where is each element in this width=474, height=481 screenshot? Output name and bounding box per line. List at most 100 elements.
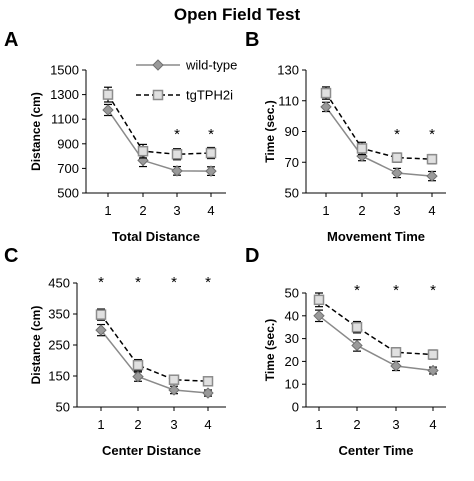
y-axis-title: Time (sec.): [263, 100, 277, 162]
panel-letter: B: [245, 29, 259, 51]
x-tick-label: 2: [358, 203, 365, 218]
significance-star: *: [208, 126, 214, 143]
significance-star: *: [354, 282, 360, 299]
data-point-diamond: [95, 324, 107, 336]
x-tick-label: 4: [429, 417, 436, 432]
significance-star: *: [171, 274, 177, 291]
data-point-diamond: [320, 101, 332, 113]
panel-d: D 0 10 20 30 40 50 1 2 3 4 Center Time Time (sec.) * *…: [245, 245, 446, 458]
series-line: [318, 315, 434, 372]
legend-label: tgTPH2i: [186, 88, 233, 103]
significance-star: *: [205, 274, 211, 291]
data-point-diamond: [313, 310, 325, 322]
x-tick-label: 3: [392, 417, 399, 432]
x-tick-label: 1: [315, 417, 322, 432]
y-tick-label: 50: [56, 400, 70, 415]
x-tick-label: 1: [97, 417, 104, 432]
significance-star: *: [98, 274, 104, 291]
x-tick-label: 4: [204, 417, 211, 432]
y-tick-label: 150: [48, 369, 70, 384]
x-tick-label: 3: [173, 203, 180, 218]
y-tick-label: 250: [48, 338, 70, 353]
series-tgtph2i: [313, 292, 439, 360]
data-point-diamond: [205, 165, 217, 177]
data-point-square: [202, 376, 214, 387]
series-tgtph2i: [95, 308, 214, 387]
data-point-square: [320, 87, 332, 99]
legend-marker-diamond: [152, 59, 164, 71]
legend-label: wild-type: [185, 58, 237, 73]
data-point-square: [426, 153, 438, 165]
y-tick-label: 110: [278, 93, 299, 108]
x-tick-label: 1: [104, 203, 111, 218]
data-point-diamond: [427, 364, 439, 377]
x-tick-label: 2: [139, 203, 146, 218]
y-tick-label: 50: [285, 186, 299, 201]
y-axis-title: Distance (cm): [29, 92, 43, 171]
y-tick-label: 1300: [50, 87, 79, 102]
significance-star: *: [174, 126, 180, 143]
series-line: [107, 109, 212, 172]
significance-star: *: [135, 274, 141, 291]
data-point-square: [391, 152, 403, 163]
y-tick-label: 350: [48, 307, 70, 322]
data-point-diamond: [102, 104, 114, 116]
data-point-square: [390, 347, 402, 358]
data-point-diamond: [351, 339, 363, 352]
y-tick-label: 700: [57, 161, 79, 176]
data-point-square: [102, 89, 114, 100]
data-point-diamond: [171, 165, 183, 177]
y-tick-label: 900: [57, 136, 79, 151]
x-tick-label: 3: [170, 417, 177, 432]
data-point-square: [356, 143, 368, 154]
data-point-square: [205, 147, 217, 159]
x-axis-title: Center Distance: [102, 443, 201, 458]
series-tgtph2i: [102, 86, 217, 161]
data-point-square: [132, 359, 144, 371]
legend-item-wild-type: wild-type: [136, 58, 237, 73]
data-point-square: [137, 145, 149, 157]
y-tick-label: 20: [285, 354, 299, 369]
data-point-square: [171, 149, 183, 160]
series-line: [100, 329, 209, 394]
series-wild-type: [95, 323, 214, 399]
panel-letter: A: [4, 29, 18, 51]
x-tick-label: 4: [207, 203, 214, 218]
data-point-square: [427, 349, 439, 360]
y-tick-label: 130: [277, 63, 299, 78]
series-line: [325, 106, 433, 177]
significance-star: *: [429, 126, 435, 143]
y-axis-title: Time (sec.): [263, 319, 277, 381]
series-line: [325, 92, 433, 160]
y-tick-label: 50: [285, 286, 299, 301]
panel-a: A 500 700 900 1100 1300 1500 1 2 3 4 Total Distance…: [4, 29, 226, 244]
y-tick-label: 40: [285, 308, 299, 323]
x-tick-label: 2: [134, 417, 141, 432]
data-point-diamond: [390, 360, 402, 372]
y-tick-label: 450: [48, 276, 70, 291]
y-tick-label: 1500: [50, 63, 79, 78]
x-tick-label: 3: [393, 203, 400, 218]
series-tgtph2i: [320, 86, 438, 165]
data-point-square: [95, 309, 107, 320]
y-tick-label: 500: [57, 186, 79, 201]
y-tick-label: 1100: [51, 112, 79, 127]
y-tick-label: 70: [285, 155, 299, 170]
series-wild-type: [313, 309, 439, 377]
legend-item-tgtph2i: tgTPH2i: [136, 88, 233, 103]
series-wild-type: [102, 103, 217, 177]
series-wild-type: [320, 101, 438, 182]
significance-star: *: [430, 282, 436, 299]
data-point-diamond: [132, 370, 144, 383]
x-tick-label: 4: [428, 203, 435, 218]
data-point-diamond: [426, 170, 438, 182]
series-line: [100, 314, 209, 383]
panel-letter: D: [245, 245, 259, 267]
data-point-square: [351, 321, 363, 333]
y-tick-label: 30: [285, 331, 299, 346]
x-tick-label: 2: [353, 417, 360, 432]
series-line: [107, 94, 212, 156]
